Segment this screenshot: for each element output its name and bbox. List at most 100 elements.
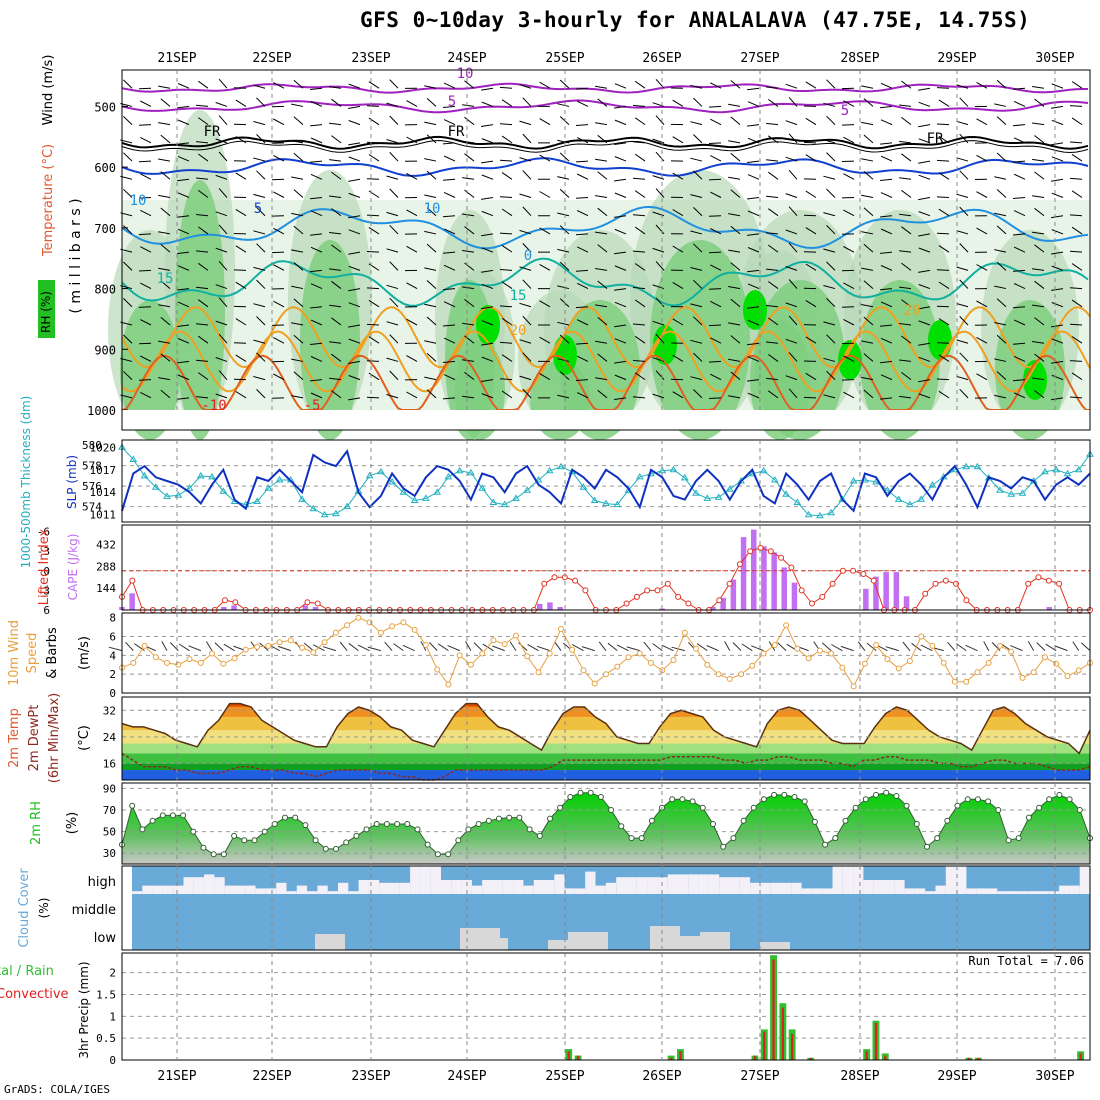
wind10-speed-point	[197, 659, 204, 666]
cloud-high-cell	[811, 888, 823, 894]
wind-barb	[880, 119, 893, 126]
wind-barb	[424, 85, 437, 89]
contour-label: -10	[201, 398, 226, 414]
wind-barb	[160, 353, 171, 362]
wind-barb	[880, 360, 893, 364]
wind-barb	[996, 79, 1007, 89]
wind10-barb	[866, 642, 877, 652]
wind-barb	[575, 379, 589, 381]
wind-barb	[843, 391, 855, 399]
cloud-high-cell	[935, 885, 946, 894]
wind-barb	[196, 104, 209, 107]
wind10-barb	[205, 641, 213, 651]
wind-barb	[843, 282, 855, 290]
wind10-barb	[572, 644, 584, 652]
cloud-high-cell	[1007, 891, 1018, 894]
li-tick-label: 0	[43, 565, 50, 578]
wind-barb	[994, 322, 1007, 326]
wind-barb	[728, 322, 741, 326]
thickness-point	[962, 462, 971, 470]
rh2m-point	[231, 832, 238, 839]
wind10-speed-point	[377, 629, 384, 636]
thickness-point	[770, 476, 779, 483]
wind-barb	[329, 86, 342, 89]
wind-barb	[464, 299, 475, 308]
wind-barb	[253, 157, 266, 162]
wind-barb	[331, 171, 342, 180]
wind-barb	[462, 395, 475, 399]
wind-barb	[880, 374, 893, 381]
wind-barb	[1013, 137, 1026, 144]
date-tick-bottom: 22SEP	[252, 1069, 291, 1084]
wind-barb	[747, 306, 760, 309]
wind-barb	[499, 86, 513, 89]
cloud-low-label: low	[94, 931, 117, 946]
wind-barb	[519, 157, 532, 162]
wind-barb	[918, 356, 931, 362]
date-tick-bottom: 30SEP	[1035, 1069, 1074, 1084]
thickness-point	[253, 497, 261, 504]
wind-barb	[481, 124, 494, 127]
cloud-high-cell	[574, 888, 586, 894]
wind-barb	[766, 341, 779, 344]
date-tick-top: 21SEP	[157, 51, 196, 66]
wind-barb	[177, 374, 190, 381]
wind-barb	[918, 379, 931, 383]
wind-barb	[273, 227, 285, 235]
precip-conv-label: Convective	[0, 987, 69, 1002]
wind-barb	[368, 190, 380, 198]
wind-barb	[730, 80, 741, 89]
wind-barb	[1051, 324, 1064, 328]
upper-crosssection	[108, 69, 1091, 440]
precip-conv-bar	[977, 1057, 980, 1060]
wind-barb	[1069, 396, 1083, 399]
wind-barb	[1071, 226, 1083, 235]
wind-barb	[730, 371, 741, 381]
precip-conv-bar	[865, 1051, 868, 1060]
wind-barb	[158, 85, 171, 89]
wind10-speed-point	[434, 666, 441, 673]
rh2m-point	[557, 804, 564, 811]
precip-conv-bar	[576, 1055, 580, 1060]
wind-barb	[235, 208, 247, 217]
thickness-point	[298, 495, 306, 502]
wind-barb	[123, 79, 133, 89]
precip-conv-bar	[753, 1055, 757, 1060]
wind-barb	[976, 154, 988, 162]
wind-barb	[575, 269, 589, 272]
wind-barb	[348, 265, 361, 271]
wind-barb	[519, 84, 532, 89]
wind-barb	[501, 317, 513, 326]
wind-barb	[1013, 246, 1026, 253]
wind-barb	[235, 354, 247, 362]
thickness-point	[849, 477, 858, 484]
cloud-middle-label: middle	[72, 903, 116, 918]
wind-barb	[138, 197, 152, 199]
wind-barb	[1034, 135, 1045, 144]
wind-barb	[595, 231, 608, 235]
thickness-point	[332, 509, 340, 517]
wind-barb	[843, 173, 855, 180]
lifted-index-point	[860, 571, 867, 577]
wind-barb	[481, 306, 494, 310]
date-tick-bottom: 24SEP	[447, 1069, 486, 1084]
wind-barb	[918, 342, 931, 346]
cape-bar	[740, 537, 747, 610]
slp-tick-label: 1011	[90, 509, 117, 522]
wind-barb	[1051, 192, 1064, 198]
wind-barb	[160, 171, 171, 180]
wind-barb	[899, 140, 912, 144]
wind10-barb	[857, 641, 866, 651]
wind-barb	[501, 281, 513, 289]
wind-barb	[652, 175, 665, 180]
wind10-speed-point	[231, 655, 238, 662]
wind-barb	[959, 279, 969, 289]
wind-barb	[994, 176, 1007, 180]
li-tick-label: 6	[43, 604, 50, 617]
wind-barb	[218, 370, 228, 380]
wind-barb	[389, 79, 399, 89]
rh2m-tick-label: 70	[103, 804, 116, 817]
precip-conv-bar	[763, 1031, 766, 1060]
thickness-point	[906, 500, 914, 508]
wind-barb	[1032, 86, 1045, 89]
